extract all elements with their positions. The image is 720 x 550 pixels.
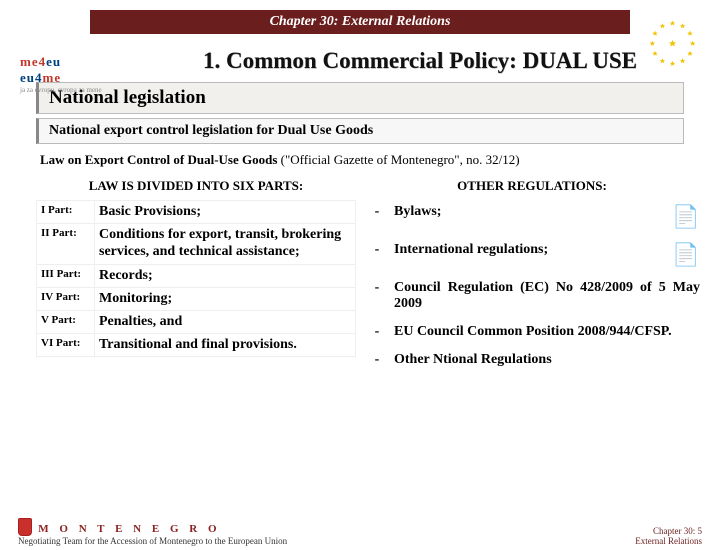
parts-row: V Part:Penalties, and <box>37 310 356 333</box>
document-icon: 📄 <box>672 204 700 230</box>
bullet-dash: - <box>372 352 382 368</box>
two-columns: LAW IS DIVIDED INTO SIX PARTS: I Part:Ba… <box>36 172 700 376</box>
project-logo: me4eu eu4me ja za evropu, evropa za mene <box>20 54 102 94</box>
bullet-dash: - <box>372 324 382 340</box>
main-title: 1. Common Commercial Policy: DUAL USE <box>140 48 700 74</box>
bullet-dash: - <box>372 204 382 230</box>
bullet-dash: - <box>372 280 382 312</box>
part-label: V Part: <box>37 310 95 333</box>
footer-country: M O N T E N E G R O <box>38 523 220 535</box>
left-col-head: LAW IS DIVIDED INTO SIX PARTS: <box>36 172 356 200</box>
reg-item: -Council Regulation (EC) No 428/2009 of … <box>364 276 700 320</box>
reg-item: -Other Ntional Regulations <box>364 348 700 376</box>
reg-item: -EU Council Common Position 2008/944/CFS… <box>364 320 700 348</box>
bullet-dash: - <box>372 242 382 268</box>
reg-item: -International regulations; 📄 <box>364 238 700 276</box>
right-col-head: OTHER REGULATIONS: <box>364 172 700 200</box>
footer-subtitle: Negotiating Team for the Accession of Mo… <box>18 536 287 546</box>
part-text: Transitional and final provisions. <box>95 333 356 356</box>
footer-chapter-name: External Relations <box>635 536 702 546</box>
part-text: Penalties, and <box>95 310 356 333</box>
part-label: II Part: <box>37 224 95 265</box>
parts-row: II Part:Conditions for export, transit, … <box>37 224 356 265</box>
part-text: Monitoring; <box>95 287 356 310</box>
eu-stars-icon <box>645 16 700 71</box>
part-label: I Part: <box>37 201 95 224</box>
reg-text: EU Council Common Position 2008/944/CFSP… <box>394 324 700 340</box>
regs-list: -Bylaws;📄-International regulations;📄-Co… <box>364 200 700 376</box>
panel-national-legislation: National legislation <box>36 82 684 114</box>
footer-page: 5 <box>698 526 703 536</box>
law-suffix: ("Official Gazette of Montenegro", no. 3… <box>281 152 520 167</box>
reg-text: Bylaws; <box>394 204 660 230</box>
part-text: Basic Provisions; <box>95 201 356 224</box>
chapter-bar: Chapter 30: External Relations <box>90 10 630 34</box>
left-column: LAW IS DIVIDED INTO SIX PARTS: I Part:Ba… <box>36 172 356 376</box>
parts-row: I Part:Basic Provisions; <box>37 201 356 224</box>
reg-text: Council Regulation (EC) No 428/2009 of 5… <box>394 280 700 312</box>
footer: M O N T E N E G R O Negotiating Team for… <box>0 518 720 546</box>
part-label: III Part: <box>37 264 95 287</box>
part-label: IV Part: <box>37 287 95 310</box>
panel-export-control: National export control legislation for … <box>36 118 684 144</box>
reg-text: International regulations; <box>394 242 660 268</box>
part-text: Records; <box>95 264 356 287</box>
footer-chapter: Chapter 30: <box>653 526 695 536</box>
parts-row: III Part:Records; <box>37 264 356 287</box>
law-prefix: Law on Export Control of Dual-Use Goods <box>40 152 281 167</box>
parts-table: I Part:Basic Provisions;II Part:Conditio… <box>36 200 356 357</box>
right-column: OTHER REGULATIONS: -Bylaws;📄-Internation… <box>356 172 700 376</box>
law-citation: Law on Export Control of Dual-Use Goods … <box>40 152 680 168</box>
reg-text: Other Ntional Regulations <box>394 352 700 368</box>
coat-of-arms-icon <box>18 518 32 536</box>
parts-row: VI Part:Transitional and final provision… <box>37 333 356 356</box>
document-icon: 📄 <box>672 242 700 268</box>
part-text: Conditions for export, transit, brokerin… <box>95 224 356 265</box>
parts-row: IV Part:Monitoring; <box>37 287 356 310</box>
part-label: VI Part: <box>37 333 95 356</box>
reg-item: -Bylaws; 📄 <box>364 200 700 238</box>
